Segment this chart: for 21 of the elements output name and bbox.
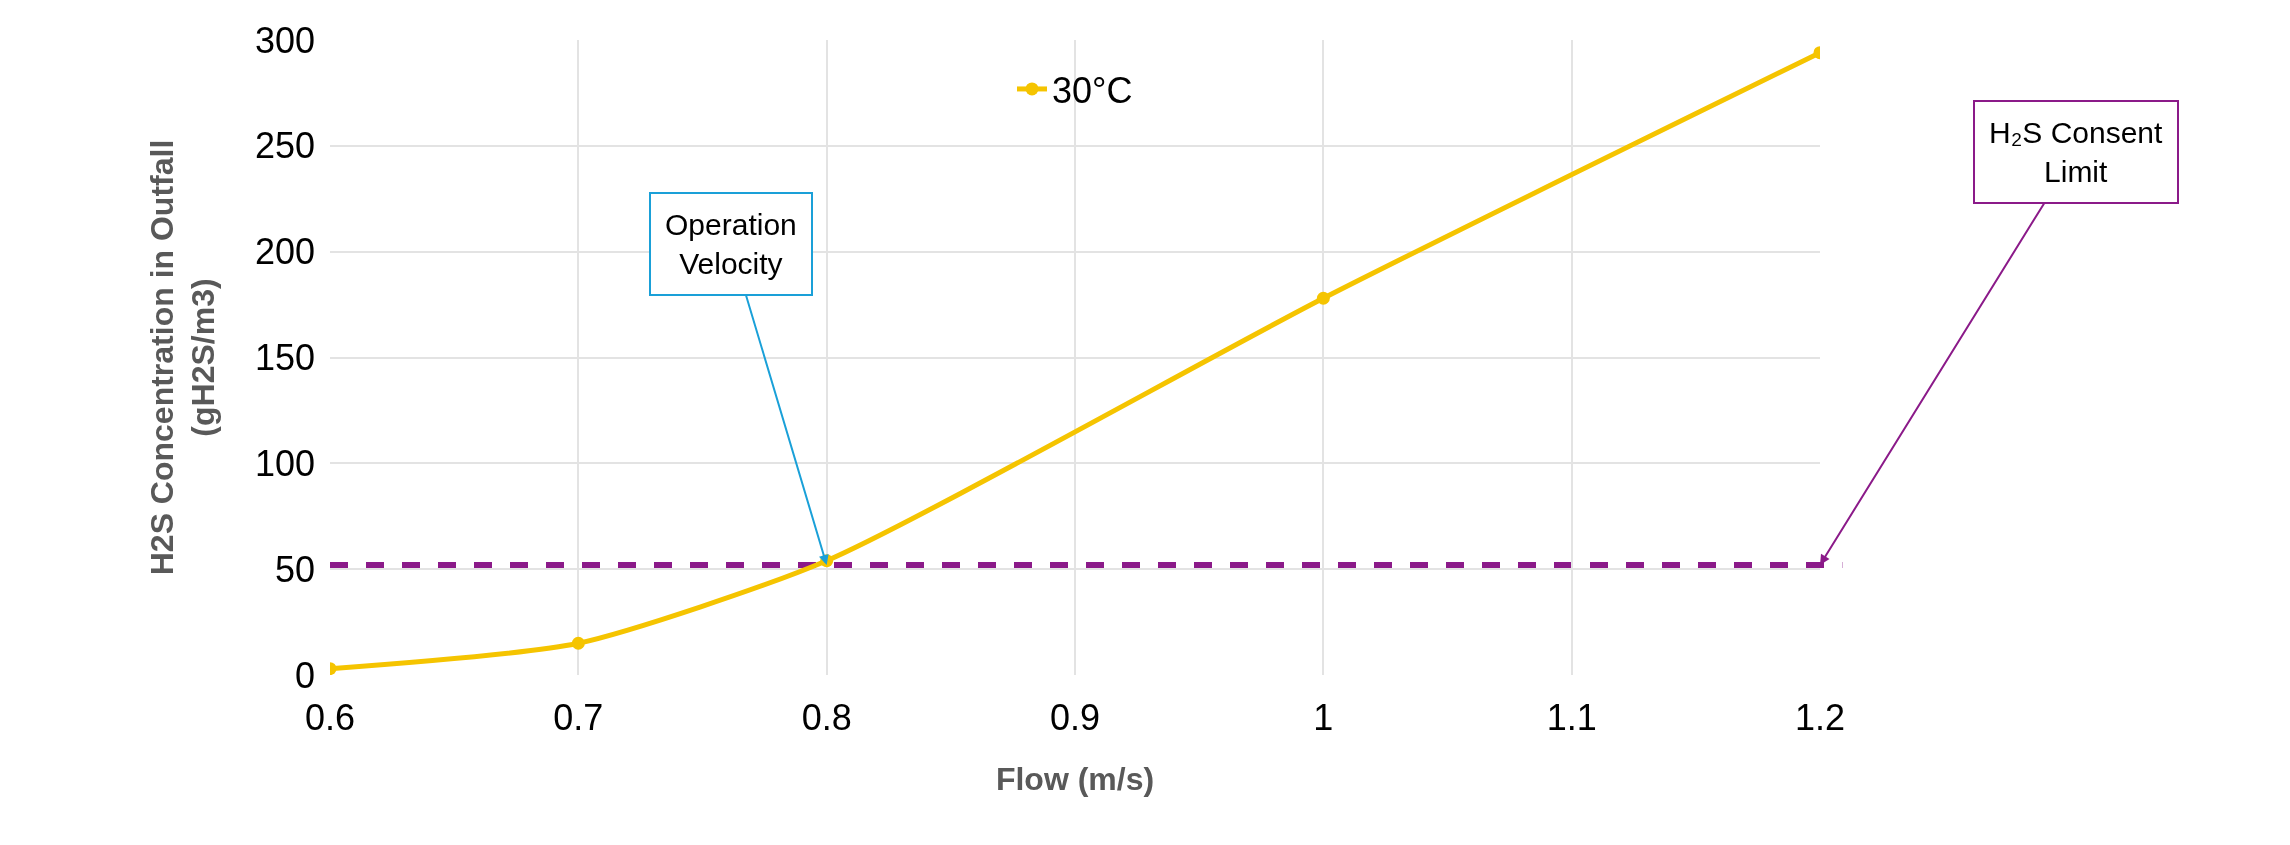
y-tick-label: 200	[254, 231, 315, 273]
x-tick-label: 0.6	[304, 697, 356, 738]
x-tick-label: 0.7	[553, 697, 604, 738]
y-tick-label: 150	[254, 337, 315, 379]
y-tick-label: 50	[274, 548, 315, 590]
point	[1316, 291, 1330, 305]
y-tick-label: 0	[294, 654, 315, 696]
x-tick-label: 1.1	[1546, 697, 1597, 738]
y-axis-title: H2S Concentration in Outfall (gH2S/m3)	[143, 139, 222, 576]
legend-label: 30°C	[1052, 69, 1133, 111]
x-tick-label: 1	[1313, 697, 1334, 738]
annotation: Operation Velocity	[665, 208, 797, 280]
x-tick-label: 0.9	[1049, 697, 1101, 738]
annotation: H₂S Consent Limit	[1989, 116, 2164, 188]
x-tick-label: 1.2	[1794, 697, 1846, 738]
point	[571, 636, 585, 650]
x-axis-title: Flow (m/s)	[995, 760, 1155, 797]
x-tick-label: 0.8	[801, 697, 852, 738]
y-tick-label: 250	[254, 125, 315, 167]
y-tick-label: 300	[254, 19, 315, 61]
y-tick-label: 100	[254, 442, 315, 484]
